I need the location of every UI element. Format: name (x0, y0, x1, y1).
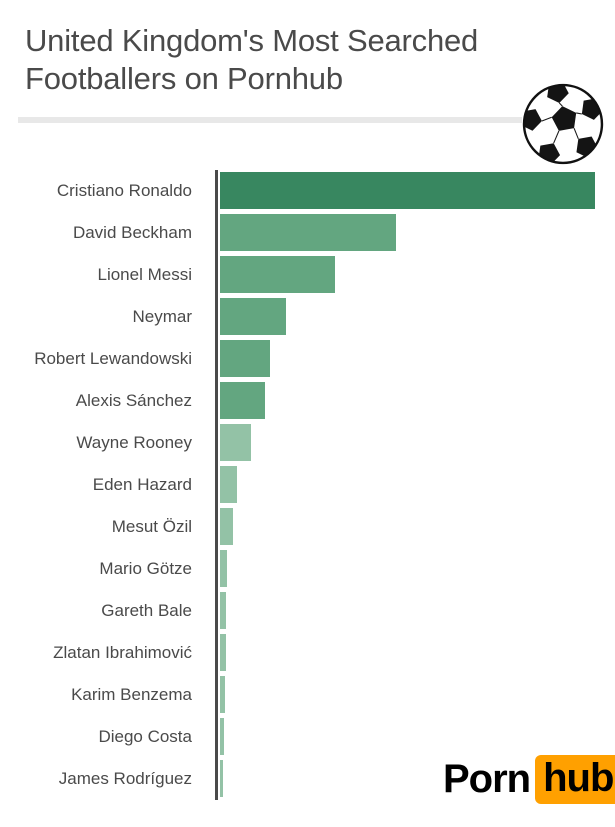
player-label: Mario Götze (99, 558, 192, 578)
player-label: Robert Lewandowski (34, 348, 192, 368)
chart-row: Cristiano Ronaldo (0, 172, 615, 209)
player-label: Diego Costa (98, 726, 192, 746)
title-divider (18, 117, 540, 123)
player-label: Gareth Bale (101, 600, 192, 620)
bar-chart: Cristiano Ronaldo David Beckham Lionel Mes… (0, 172, 615, 802)
player-bar (220, 424, 252, 461)
chart-row: Gareth Bale (0, 592, 615, 629)
player-bar (220, 550, 227, 587)
player-label: Neymar (132, 306, 192, 326)
player-bar (220, 298, 286, 335)
player-bar (220, 718, 224, 755)
chart-row: Neymar (0, 298, 615, 335)
player-bar (220, 508, 234, 545)
player-bar (220, 592, 226, 629)
chart-row: Diego Costa (0, 718, 615, 755)
chart-row: James Rodríguez (0, 760, 615, 797)
player-label: Lionel Messi (97, 264, 193, 284)
player-bar (220, 172, 595, 209)
player-bar (220, 466, 238, 503)
player-label: Karim Benzema (71, 684, 192, 704)
chart-row: Lionel Messi (0, 256, 615, 293)
chart-row: Wayne Rooney (0, 424, 615, 461)
logo-hub-badge: hub (535, 755, 615, 804)
page-title: United Kingdom's Most Searched Footballe… (25, 22, 478, 98)
chart-row: Karim Benzema (0, 676, 615, 713)
player-bar (220, 676, 225, 713)
category-axis-line (215, 170, 218, 800)
page-title-line2: Footballers on Pornhub (25, 61, 343, 96)
chart-row: Eden Hazard (0, 466, 615, 503)
player-label: Mesut Özil (111, 516, 192, 536)
player-bar (220, 760, 224, 797)
player-label: David Beckham (72, 222, 192, 242)
player-label: Cristiano Ronaldo (56, 180, 192, 200)
player-label: Eden Hazard (92, 474, 192, 494)
chart-row: David Beckham (0, 214, 615, 251)
player-bar (220, 214, 397, 251)
page-title-line1: United Kingdom's Most Searched (25, 23, 479, 58)
player-bar (220, 256, 336, 293)
player-label: Zlatan Ibrahimović (53, 642, 192, 662)
player-bar (220, 634, 226, 671)
player-bar (220, 382, 265, 419)
logo-porn-text: Porn (443, 757, 531, 801)
player-label: Alexis Sánchez (75, 390, 192, 410)
pornhub-logo: Porn hub (443, 755, 615, 804)
chart-row: Mesut Özil (0, 508, 615, 545)
chart-row: Robert Lewandowski (0, 340, 615, 377)
bar-chart-rows: Cristiano Ronaldo David Beckham Lionel Mes… (0, 172, 615, 797)
player-bar (220, 340, 271, 377)
soccer-ball-icon (522, 83, 604, 165)
player-label: James Rodríguez (58, 768, 192, 788)
chart-row: Zlatan Ibrahimović (0, 634, 615, 671)
chart-row: Mario Götze (0, 550, 615, 587)
chart-row: Alexis Sánchez (0, 382, 615, 419)
player-label: Wayne Rooney (76, 432, 192, 452)
